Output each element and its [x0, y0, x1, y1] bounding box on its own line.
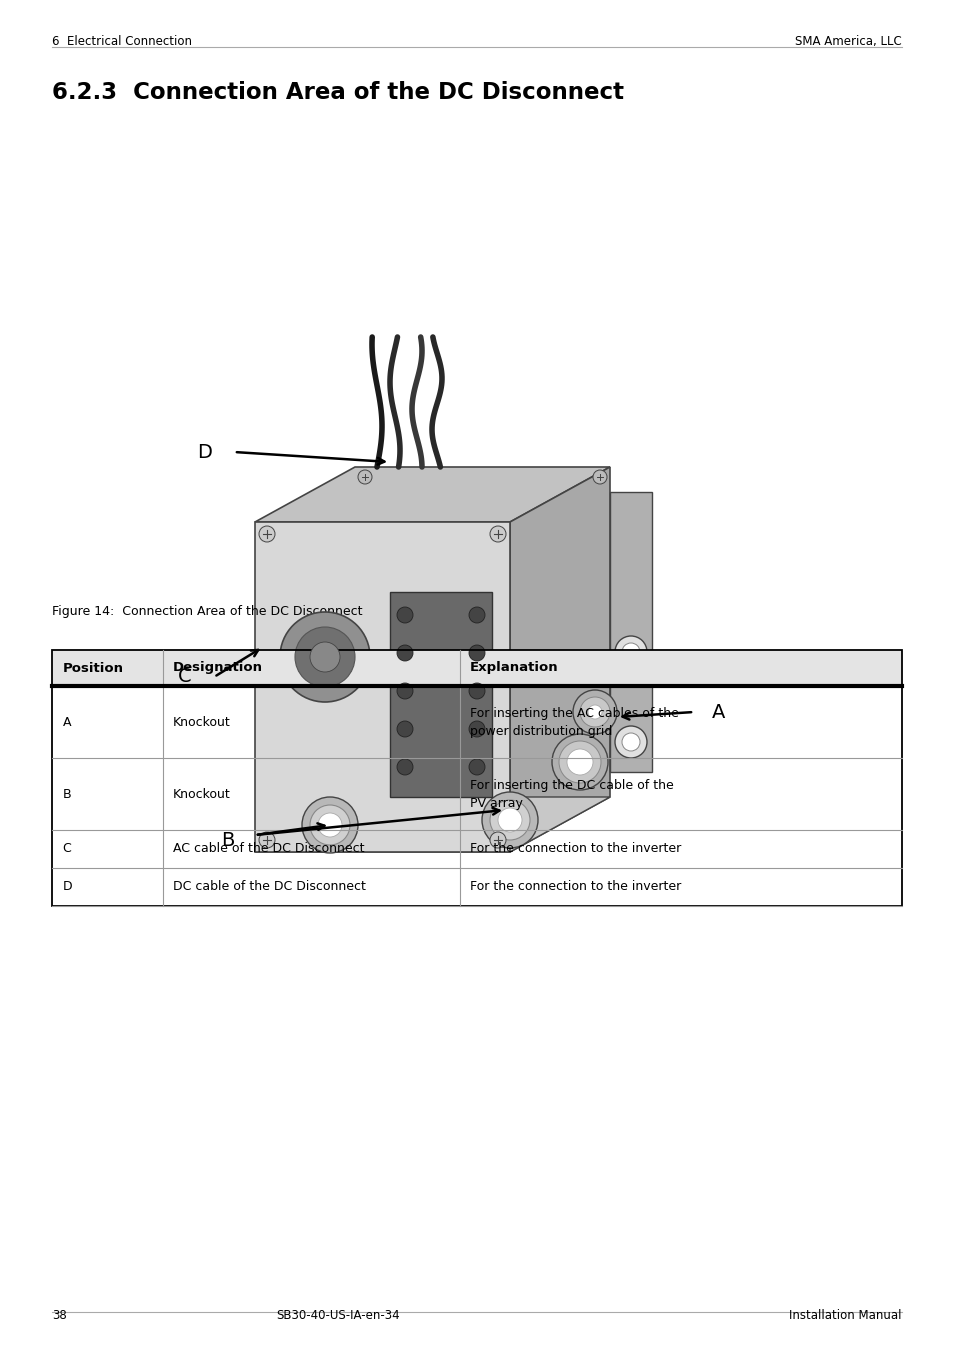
- Text: For inserting the AC cables of the
power distribution grid: For inserting the AC cables of the power…: [470, 707, 679, 737]
- Circle shape: [396, 683, 413, 699]
- Circle shape: [490, 526, 505, 542]
- Text: A: A: [62, 715, 71, 729]
- Text: D: D: [197, 442, 212, 461]
- Text: D: D: [62, 880, 72, 894]
- Circle shape: [396, 645, 413, 661]
- Text: SB30-40-US-IA-en-34: SB30-40-US-IA-en-34: [276, 1309, 400, 1322]
- Polygon shape: [254, 466, 609, 522]
- Text: Figure 14:  Connection Area of the DC Disconnect: Figure 14: Connection Area of the DC Dis…: [52, 604, 362, 618]
- Circle shape: [469, 758, 484, 775]
- Circle shape: [558, 741, 600, 783]
- Circle shape: [615, 726, 646, 758]
- Text: C: C: [178, 668, 192, 687]
- Circle shape: [490, 800, 530, 840]
- Circle shape: [310, 642, 339, 672]
- Circle shape: [469, 683, 484, 699]
- Circle shape: [294, 627, 355, 687]
- Text: For the connection to the inverter: For the connection to the inverter: [470, 842, 680, 856]
- Text: Knockout: Knockout: [172, 787, 231, 800]
- Polygon shape: [254, 522, 510, 852]
- Text: AC cable of the DC Disconnect: AC cable of the DC Disconnect: [172, 842, 364, 856]
- Polygon shape: [254, 796, 609, 852]
- Bar: [52, 650, 901, 685]
- Text: DC cable of the DC Disconnect: DC cable of the DC Disconnect: [172, 880, 365, 894]
- Text: Position: Position: [62, 661, 123, 675]
- Text: C: C: [62, 842, 71, 856]
- Polygon shape: [609, 492, 651, 772]
- Text: 6  Electrical Connection: 6 Electrical Connection: [52, 35, 193, 49]
- Circle shape: [621, 733, 639, 750]
- Polygon shape: [510, 466, 609, 852]
- Circle shape: [573, 690, 617, 734]
- Text: A: A: [711, 703, 724, 722]
- Text: SMA America, LLC: SMA America, LLC: [794, 35, 901, 49]
- Circle shape: [593, 470, 606, 484]
- Circle shape: [579, 698, 609, 727]
- Bar: [52, 650, 901, 906]
- Circle shape: [357, 470, 372, 484]
- Circle shape: [396, 721, 413, 737]
- Text: Knockout: Knockout: [172, 715, 231, 729]
- Text: For inserting the DC cable of the
PV array: For inserting the DC cable of the PV arr…: [470, 779, 673, 810]
- Circle shape: [469, 645, 484, 661]
- Polygon shape: [390, 592, 492, 796]
- Text: For the connection to the inverter: For the connection to the inverter: [470, 880, 680, 894]
- Circle shape: [469, 607, 484, 623]
- Circle shape: [615, 635, 646, 668]
- Text: Designation: Designation: [172, 661, 263, 675]
- Circle shape: [258, 526, 274, 542]
- Circle shape: [280, 612, 370, 702]
- Text: Explanation: Explanation: [470, 661, 558, 675]
- Circle shape: [310, 804, 350, 845]
- Circle shape: [396, 607, 413, 623]
- Text: B: B: [62, 787, 71, 800]
- Circle shape: [497, 808, 521, 831]
- Circle shape: [302, 796, 357, 853]
- Circle shape: [587, 704, 601, 719]
- Text: 6.2.3  Connection Area of the DC Disconnect: 6.2.3 Connection Area of the DC Disconne…: [52, 81, 624, 104]
- Text: Installation Manual: Installation Manual: [788, 1309, 901, 1322]
- Circle shape: [621, 644, 639, 661]
- Circle shape: [566, 749, 593, 775]
- Text: B: B: [221, 830, 234, 849]
- Circle shape: [258, 831, 274, 848]
- Circle shape: [469, 721, 484, 737]
- Circle shape: [317, 813, 341, 837]
- Circle shape: [552, 734, 607, 790]
- Circle shape: [396, 758, 413, 775]
- Circle shape: [481, 792, 537, 848]
- Text: 38: 38: [52, 1309, 67, 1322]
- Circle shape: [490, 831, 505, 848]
